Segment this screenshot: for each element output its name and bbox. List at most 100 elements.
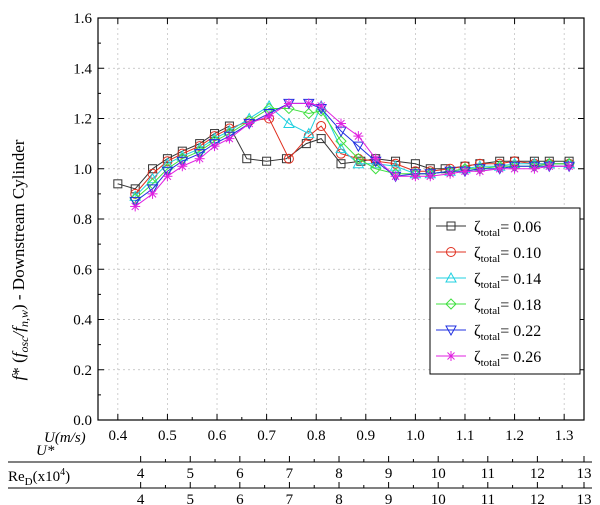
- x-axis: 0.4 0.5 0.6 0.7 0.8 0.9 1.0 1.1 1.2 1.3: [108, 18, 574, 444]
- marker-star-stroke: [354, 132, 363, 140]
- x-tick-label: 0.6: [208, 428, 227, 444]
- marker-triangle-up: [302, 127, 315, 139]
- marker-star-stroke: [163, 172, 172, 181]
- marker-star-stroke: [131, 202, 140, 211]
- marker-star: [209, 141, 220, 152]
- y-tick-label: 0.4: [73, 313, 92, 329]
- marker-triangle-down: [129, 196, 142, 208]
- legend-item: ζtotal= 0.18: [436, 297, 541, 317]
- marker-star-stroke: [225, 134, 234, 143]
- marker-square: [242, 154, 252, 164]
- marker-star: [445, 168, 456, 179]
- marker-triangle-down: [445, 325, 457, 337]
- marker-diamond: [370, 163, 382, 175]
- marker-star: [370, 153, 381, 164]
- legend-label: ζtotal= 0.10: [474, 245, 541, 265]
- marker-star-stroke: [304, 99, 313, 108]
- marker-star-stroke: [245, 119, 254, 128]
- marker-star-stroke: [545, 162, 554, 171]
- marker-star: [194, 153, 205, 164]
- marker-square: [148, 164, 158, 174]
- marker-square: [262, 156, 272, 166]
- marker-star-stroke: [447, 352, 455, 360]
- secondary-tick-label: 10: [431, 466, 446, 482]
- x-tick-label: 0.7: [257, 428, 276, 444]
- marker-triangle-up: [146, 172, 159, 184]
- marker-star: [544, 161, 555, 172]
- legend-box: [429, 207, 581, 375]
- marker-star: [303, 98, 314, 109]
- marker-square: [316, 134, 326, 144]
- legend-item: ζtotal= 0.22: [436, 323, 541, 343]
- legend-label: ζtotal= 0.26: [474, 349, 541, 369]
- legend-item: ζtotal= 0.26: [436, 349, 541, 369]
- marker-star-stroke: [476, 167, 484, 176]
- marker-star: [244, 118, 255, 129]
- marker-star-stroke: [178, 162, 187, 171]
- x-tick-label: 0.9: [356, 428, 375, 444]
- marker-star-stroke: [411, 172, 420, 181]
- marker-star-stroke: [426, 172, 435, 181]
- marker-triangle-up: [352, 157, 365, 169]
- marker-star-stroke: [510, 164, 519, 173]
- marker-star-stroke: [371, 154, 380, 163]
- marker-square: [336, 159, 346, 169]
- y-axis: 0.0 0.2 0.4 0.6 0.8 1.0 1.2 1.4 1.6: [73, 11, 584, 429]
- x-tick-label: 1.1: [456, 428, 475, 444]
- y-tick-label: 1.4: [73, 61, 92, 77]
- marker-star: [224, 133, 235, 144]
- marker-star: [425, 171, 436, 182]
- x-tick-label: 0.8: [307, 428, 326, 444]
- y-tick-label: 1.6: [73, 11, 92, 27]
- marker-circle: [446, 247, 456, 257]
- secondary-tick-label: 9: [385, 492, 393, 505]
- legend-label: ζtotal= 0.06: [474, 219, 541, 239]
- series-2: [129, 99, 575, 201]
- marker-star-stroke: [265, 112, 273, 120]
- legend-item: ζtotal= 0.06: [436, 219, 541, 239]
- marker-star: [446, 351, 456, 361]
- legend-label: ζtotal= 0.14: [474, 271, 541, 291]
- marker-star: [459, 166, 470, 177]
- secondary-tick-label: 8: [335, 492, 343, 505]
- secondary-tick-label: 6: [236, 492, 244, 505]
- secondary-tick-label: 12: [530, 466, 545, 482]
- secondary-tick-label: 12: [530, 492, 545, 505]
- series-5: [130, 98, 575, 212]
- secondary-tick-label: 11: [481, 492, 495, 505]
- secondary-tick-label: 11: [481, 466, 495, 482]
- marker-triangle-up: [283, 117, 295, 129]
- y-tick-label: 0.0: [73, 413, 92, 429]
- marker-triangle-down: [161, 166, 174, 178]
- secondary-tick-label: 6: [236, 466, 244, 482]
- marker-circle: [283, 153, 294, 164]
- marker-star-stroke: [391, 172, 400, 181]
- marker-star: [410, 171, 421, 182]
- legend-label: ζtotal= 0.18: [474, 297, 541, 317]
- marker-star: [316, 100, 327, 111]
- marker-star-stroke: [461, 167, 469, 176]
- secondary-axis-label: ReD(x104): [8, 467, 70, 488]
- marker-star-stroke: [148, 190, 157, 198]
- marker-star: [353, 131, 364, 142]
- marker-diamond: [445, 298, 457, 310]
- marker-star-stroke: [565, 162, 573, 171]
- y-tick-label: 0.2: [73, 363, 92, 379]
- marker-square: [113, 179, 123, 189]
- y-tick-label: 0.6: [73, 262, 92, 278]
- series-line: [117, 125, 570, 190]
- marker-star: [130, 201, 141, 212]
- marker-triangle-down: [193, 149, 206, 160]
- marker-star-stroke: [446, 169, 454, 178]
- marker-star-stroke: [530, 164, 539, 173]
- marker-triangle-down: [146, 184, 159, 195]
- marker-star-stroke: [195, 154, 204, 163]
- x-tick-label: 1.0: [406, 428, 425, 444]
- marker-star: [283, 98, 294, 109]
- marker-star: [390, 171, 401, 182]
- series-layer: [113, 98, 575, 212]
- marker-star: [264, 110, 275, 121]
- marker-star: [529, 163, 540, 174]
- marker-star: [564, 161, 575, 172]
